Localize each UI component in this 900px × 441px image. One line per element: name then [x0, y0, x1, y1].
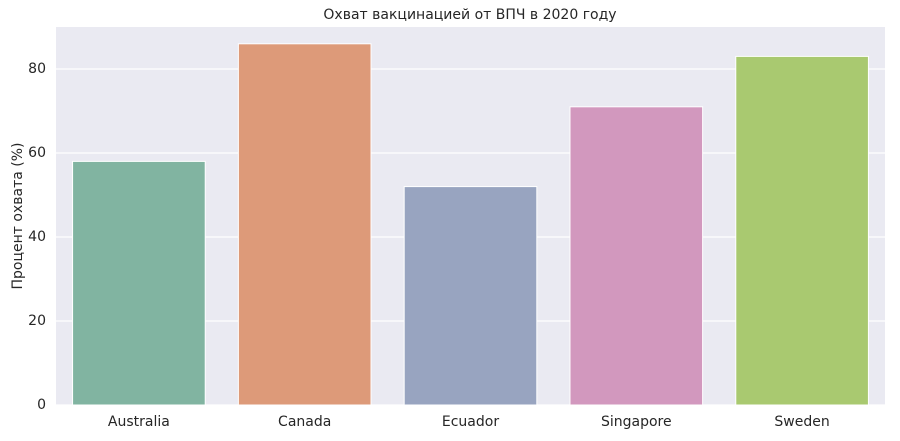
- y-tick-label: 0: [37, 397, 46, 413]
- x-tick-label: Australia: [108, 414, 170, 430]
- x-tick-label: Ecuador: [442, 414, 499, 430]
- y-tick-label: 80: [28, 61, 46, 77]
- bar: [735, 55, 869, 406]
- chart-title: Охват вакцинацией от ВПЧ в 2020 году: [323, 7, 616, 23]
- x-tick-label: Sweden: [774, 414, 829, 430]
- y-tick-label: 40: [28, 229, 46, 245]
- y-axis-label: Процент охвата (%): [10, 143, 26, 290]
- x-tick-label: Singapore: [601, 414, 672, 430]
- y-tick-label: 20: [28, 313, 46, 329]
- y-tick-label: 60: [28, 145, 46, 161]
- x-tick-label: Canada: [278, 414, 331, 430]
- bar: [237, 43, 372, 406]
- bar: [403, 186, 538, 406]
- bar: [569, 106, 704, 406]
- bar: [72, 160, 206, 406]
